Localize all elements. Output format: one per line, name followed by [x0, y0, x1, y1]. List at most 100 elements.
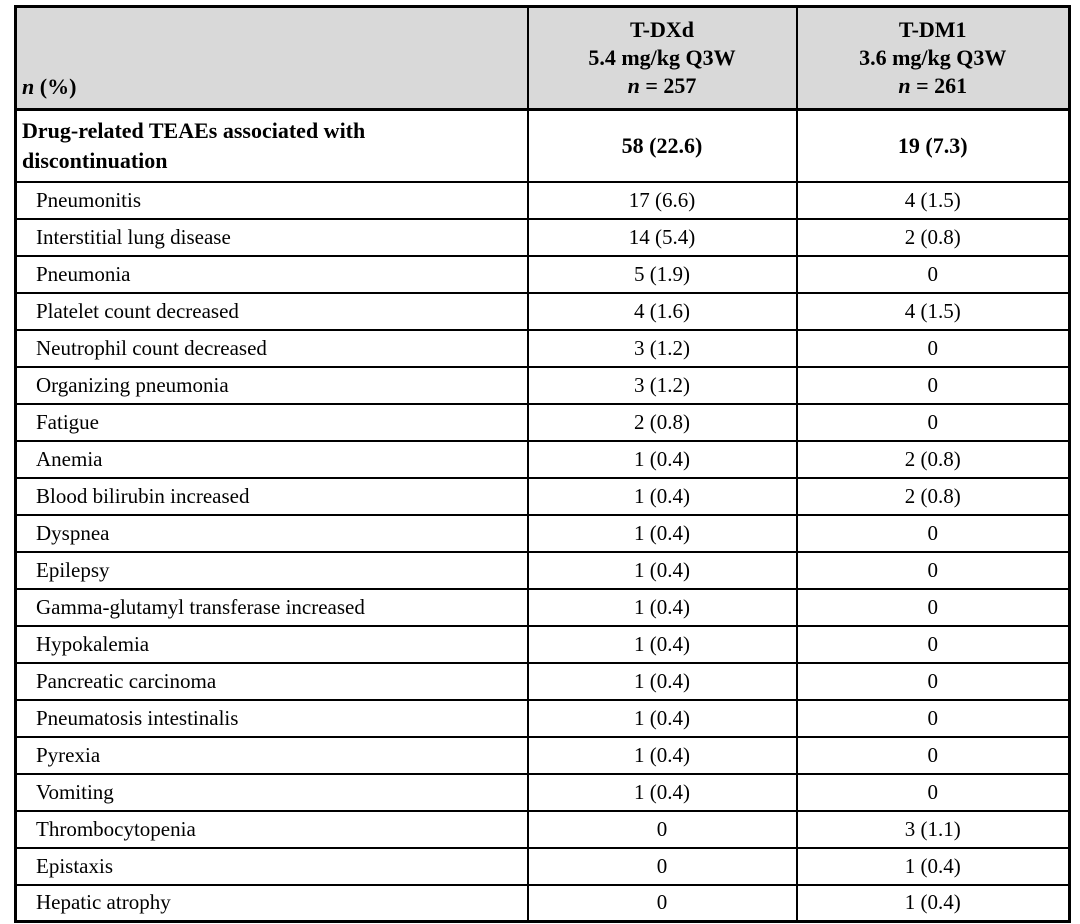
header-n-italic: n [22, 74, 35, 99]
row-label: Epistaxis [14, 846, 529, 886]
tdxd-value: 4 (1.6) [526, 291, 798, 331]
tdm1-value: 0 [795, 661, 1071, 701]
row-label: Pancreatic carcinoma [14, 661, 529, 701]
group-tdm1-value: 19 (7.3) [795, 108, 1071, 183]
tdm1-value: 0 [795, 624, 1071, 664]
tdxd-value: 3 (1.2) [526, 328, 798, 368]
tdm1-arm-name: T-DM1 [898, 17, 967, 42]
tdm1-value: 2 (0.8) [795, 476, 1071, 516]
table-row: Anemia 1 (0.4) 2 (0.8) [14, 439, 1071, 479]
row-label: Organizing pneumonia [14, 365, 529, 405]
table-row: Interstitial lung disease 14 (5.4) 2 (0.… [14, 217, 1071, 257]
tdxd-value: 3 (1.2) [526, 365, 798, 405]
tdxd-value: 1 (0.4) [526, 476, 798, 516]
row-label: Hepatic atrophy [14, 883, 529, 923]
tdxd-value: 1 (0.4) [526, 439, 798, 479]
tdm1-value: 0 [795, 772, 1071, 812]
tdxd-arm-name: T-DXd [630, 17, 694, 42]
tdm1-value: 0 [795, 402, 1071, 442]
table-row: Epilepsy 1 (0.4) 0 [14, 550, 1071, 590]
row-label: Vomiting [14, 772, 529, 812]
table-row: Hypokalemia 1 (0.4) 0 [14, 624, 1071, 664]
row-label: Thrombocytopenia [14, 809, 529, 849]
tdm1-value: 0 [795, 698, 1071, 738]
tdxd-arm-n: n = 257 [530, 72, 795, 100]
table-row: Neutrophil count decreased 3 (1.2) 0 [14, 328, 1071, 368]
tdm1-value: 4 (1.5) [795, 180, 1071, 220]
tdxd-value: 1 (0.4) [526, 550, 798, 590]
table-row: Hepatic atrophy 0 1 (0.4) [14, 883, 1071, 923]
row-label: Interstitial lung disease [14, 217, 529, 257]
table-row: Blood bilirubin increased 1 (0.4) 2 (0.8… [14, 476, 1071, 516]
tdxd-n-italic: n [627, 73, 640, 98]
tdxd-value: 1 (0.4) [526, 513, 798, 553]
row-label: Fatigue [14, 402, 529, 442]
row-label: Dyspnea [14, 513, 529, 553]
tdm1-value: 0 [795, 513, 1071, 553]
group-row-drug-related-teaes: Drug-related TEAEs associated with disco… [14, 108, 1071, 183]
tdm1-value: 3 (1.1) [795, 809, 1071, 849]
tdm1-value: 0 [795, 550, 1071, 590]
table-row: Vomiting 1 (0.4) 0 [14, 772, 1071, 812]
tdxd-value: 17 (6.6) [526, 180, 798, 220]
table-head: n (%) T-DXd 5.4 mg/kg Q3W n = 257 T-DM1 … [14, 5, 1071, 111]
table-row: Pancreatic carcinoma 1 (0.4) 0 [14, 661, 1071, 701]
table-row: Platelet count decreased 4 (1.6) 4 (1.5) [14, 291, 1071, 331]
table-header-row: n (%) T-DXd 5.4 mg/kg Q3W n = 257 T-DM1 … [14, 5, 1071, 111]
row-label: Hypokalemia [14, 624, 529, 664]
table-row: Gamma-glutamyl transferase increased 1 (… [14, 587, 1071, 627]
tdxd-value: 1 (0.4) [526, 698, 798, 738]
table-body: Drug-related TEAEs associated with disco… [14, 108, 1071, 923]
tdxd-value: 1 (0.4) [526, 587, 798, 627]
tdxd-value: 0 [526, 809, 798, 849]
tdxd-n-value: = 257 [639, 73, 697, 98]
row-label: Platelet count decreased [14, 291, 529, 331]
tdm1-n-value: = 261 [910, 73, 968, 98]
table-row: Thrombocytopenia 0 3 (1.1) [14, 809, 1071, 849]
row-label: Anemia [14, 439, 529, 479]
tdm1-value: 2 (0.8) [795, 439, 1071, 479]
table-row: Organizing pneumonia 3 (1.2) 0 [14, 365, 1071, 405]
row-label: Pneumatosis intestinalis [14, 698, 529, 738]
table-row: Epistaxis 0 1 (0.4) [14, 846, 1071, 886]
tdxd-value: 0 [526, 883, 798, 923]
row-label: Epilepsy [14, 550, 529, 590]
header-tdxd-arm: T-DXd 5.4 mg/kg Q3W n = 257 [526, 5, 798, 111]
group-row-label: Drug-related TEAEs associated with disco… [14, 108, 529, 183]
tdm1-value: 4 (1.5) [795, 291, 1071, 331]
tdm1-value: 0 [795, 735, 1071, 775]
tdm1-value: 0 [795, 587, 1071, 627]
tdxd-arm-dose: 5.4 mg/kg Q3W [588, 45, 736, 70]
row-label: Pneumonia [14, 254, 529, 294]
group-tdxd-value: 58 (22.6) [526, 108, 798, 183]
tdm1-value: 0 [795, 254, 1071, 294]
tdxd-value: 5 (1.9) [526, 254, 798, 294]
tdm1-arm-dose: 3.6 mg/kg Q3W [859, 45, 1007, 70]
row-label: Pyrexia [14, 735, 529, 775]
tdxd-value: 0 [526, 846, 798, 886]
tdm1-n-italic: n [898, 73, 911, 98]
header-n-suffix: (%) [34, 74, 77, 99]
row-label: Blood bilirubin increased [14, 476, 529, 516]
table-row: Pyrexia 1 (0.4) 0 [14, 735, 1071, 775]
tdxd-value: 2 (0.8) [526, 402, 798, 442]
row-label: Neutrophil count decreased [14, 328, 529, 368]
table-row: Pneumonitis 17 (6.6) 4 (1.5) [14, 180, 1071, 220]
row-label: Gamma-glutamyl transferase increased [14, 587, 529, 627]
tdxd-value: 1 (0.4) [526, 624, 798, 664]
header-tdm1-arm: T-DM1 3.6 mg/kg Q3W n = 261 [795, 5, 1071, 111]
tdm1-value: 1 (0.4) [795, 883, 1071, 923]
teae-discontinuation-table: n (%) T-DXd 5.4 mg/kg Q3W n = 257 T-DM1 … [14, 5, 1071, 923]
table-row: Pneumonia 5 (1.9) 0 [14, 254, 1071, 294]
tdxd-value: 1 (0.4) [526, 661, 798, 701]
table-row: Pneumatosis intestinalis 1 (0.4) 0 [14, 698, 1071, 738]
tdm1-value: 0 [795, 328, 1071, 368]
tdm1-arm-n: n = 261 [799, 72, 1068, 100]
table-row: Fatigue 2 (0.8) 0 [14, 402, 1071, 442]
tdxd-value: 14 (5.4) [526, 217, 798, 257]
table-row: Dyspnea 1 (0.4) 0 [14, 513, 1071, 553]
header-n-pct: n (%) [14, 5, 529, 111]
row-label: Pneumonitis [14, 180, 529, 220]
tdxd-value: 1 (0.4) [526, 772, 798, 812]
